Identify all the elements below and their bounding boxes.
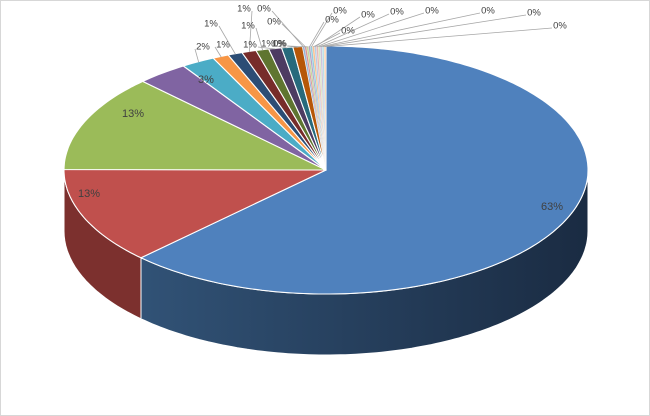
leader-line	[214, 46, 222, 58]
leader-line	[313, 32, 341, 48]
pie-slice	[140, 45, 589, 295]
leader-line	[321, 12, 481, 47]
pie-slice-label: 0%	[273, 39, 287, 50]
pie-slice-label: 0%	[257, 4, 271, 15]
leader-line	[309, 21, 325, 48]
leader-line	[324, 27, 553, 47]
leader-line	[287, 45, 308, 48]
pie-slice-label: 1%	[272, 39, 286, 50]
leader-line	[317, 13, 390, 48]
leader-line	[257, 46, 276, 50]
pie-slice-label: 1%	[216, 40, 230, 51]
leader-line	[281, 23, 306, 48]
pie-slice-label: 0%	[553, 21, 567, 32]
pie-slice	[182, 57, 327, 171]
pie-slice-label: 1%	[243, 40, 257, 51]
leader-line	[255, 27, 263, 51]
pie-slice-label: 0%	[390, 7, 404, 18]
pie-slice-label: 1%	[241, 21, 255, 32]
pie-slice-label: 3%	[198, 74, 214, 86]
leader-line	[271, 10, 304, 48]
leader-line	[323, 14, 527, 47]
pie-slice-label: 63%	[541, 201, 563, 213]
pie-slice-label: 0%	[267, 17, 281, 28]
pie-slice-label: 0%	[325, 15, 339, 26]
leader-line	[194, 48, 200, 63]
pie-slice-label: 13%	[122, 108, 144, 120]
leader-line	[319, 12, 425, 48]
pie-slice-label: 0%	[425, 6, 439, 17]
pie-slice-label: 0%	[527, 8, 541, 19]
pie-slice-label: 1%	[204, 19, 218, 30]
pie-slice-label: 0%	[481, 6, 495, 17]
pie-slice-label: 0%	[333, 6, 347, 17]
pie-slice-label: 0%	[361, 10, 375, 21]
leader-line	[218, 25, 236, 55]
pie-slice	[142, 65, 327, 171]
pie-slice-label: 0%	[341, 26, 355, 37]
leader-line	[275, 45, 288, 49]
leader-line	[315, 16, 361, 48]
pie-slice-label: 2%	[196, 42, 210, 53]
pie-slice-label: 13%	[78, 188, 100, 200]
pie-slice-label: 1%	[261, 39, 275, 50]
leader-line	[248, 10, 253, 53]
pie-slice-label: 1%	[237, 4, 251, 15]
pie-slice	[63, 80, 327, 171]
leader-line	[311, 12, 333, 48]
pie-slice	[63, 168, 327, 259]
